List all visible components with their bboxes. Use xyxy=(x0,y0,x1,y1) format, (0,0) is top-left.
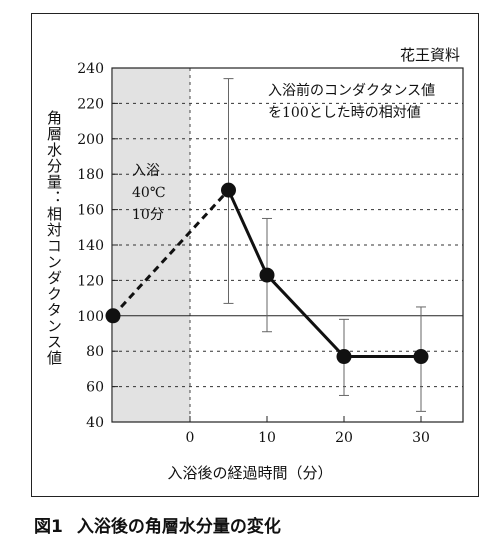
source-note: 花王資料 xyxy=(399,46,460,64)
y-tick-label: 60 xyxy=(86,380,104,396)
relative-value-note-line: を100とした時の相対値 xyxy=(268,105,421,121)
relative-value-note-line: 入浴前のコンダクタンス値 xyxy=(268,83,436,99)
data-point xyxy=(413,349,429,365)
x-axis-label: 入浴後の経過時間（分） xyxy=(167,464,333,482)
series-line-bath xyxy=(111,189,230,317)
y-tick-label: 80 xyxy=(86,344,104,360)
y-tick-label: 160 xyxy=(77,203,104,219)
series-line xyxy=(227,189,421,359)
bath-label-line: 40℃ xyxy=(132,185,166,201)
figure-caption: 図1 入浴後の角層水分量の変化 xyxy=(34,512,281,537)
data-point xyxy=(221,182,236,198)
y-tick-label: 240 xyxy=(77,61,104,77)
data-point xyxy=(105,308,121,324)
y-axis-label: 角層水分量：相対コンダクタンス値 xyxy=(45,110,63,366)
y-tick-label: 120 xyxy=(77,273,104,289)
y-tick-label: 200 xyxy=(77,132,104,148)
y-tick-label: 180 xyxy=(77,167,104,183)
figure-title: 入浴後の角層水分量の変化 xyxy=(76,517,281,537)
y-tick-label: 100 xyxy=(77,309,104,325)
figure-number: 図1 xyxy=(34,517,63,537)
bath-label-line: 10分 xyxy=(132,207,164,223)
x-tick-label: 10 xyxy=(258,430,276,446)
y-tick-label: 140 xyxy=(77,238,104,254)
bath-label-line: 入浴 xyxy=(132,163,160,179)
x-tick-label: 0 xyxy=(186,430,195,446)
y-tick-label: 220 xyxy=(77,96,104,112)
y-tick-label: 40 xyxy=(86,415,104,431)
data-point xyxy=(336,349,352,365)
x-tick-label: 20 xyxy=(335,430,353,446)
bath-period-label: 入浴 40℃ 10分 xyxy=(132,160,165,226)
relative-value-note: 入浴前のコンダクタンス値 を100とした時の相対値 xyxy=(268,80,435,124)
x-tick-label: 30 xyxy=(412,430,430,446)
data-point xyxy=(259,267,275,283)
figure-frame xyxy=(31,13,479,497)
